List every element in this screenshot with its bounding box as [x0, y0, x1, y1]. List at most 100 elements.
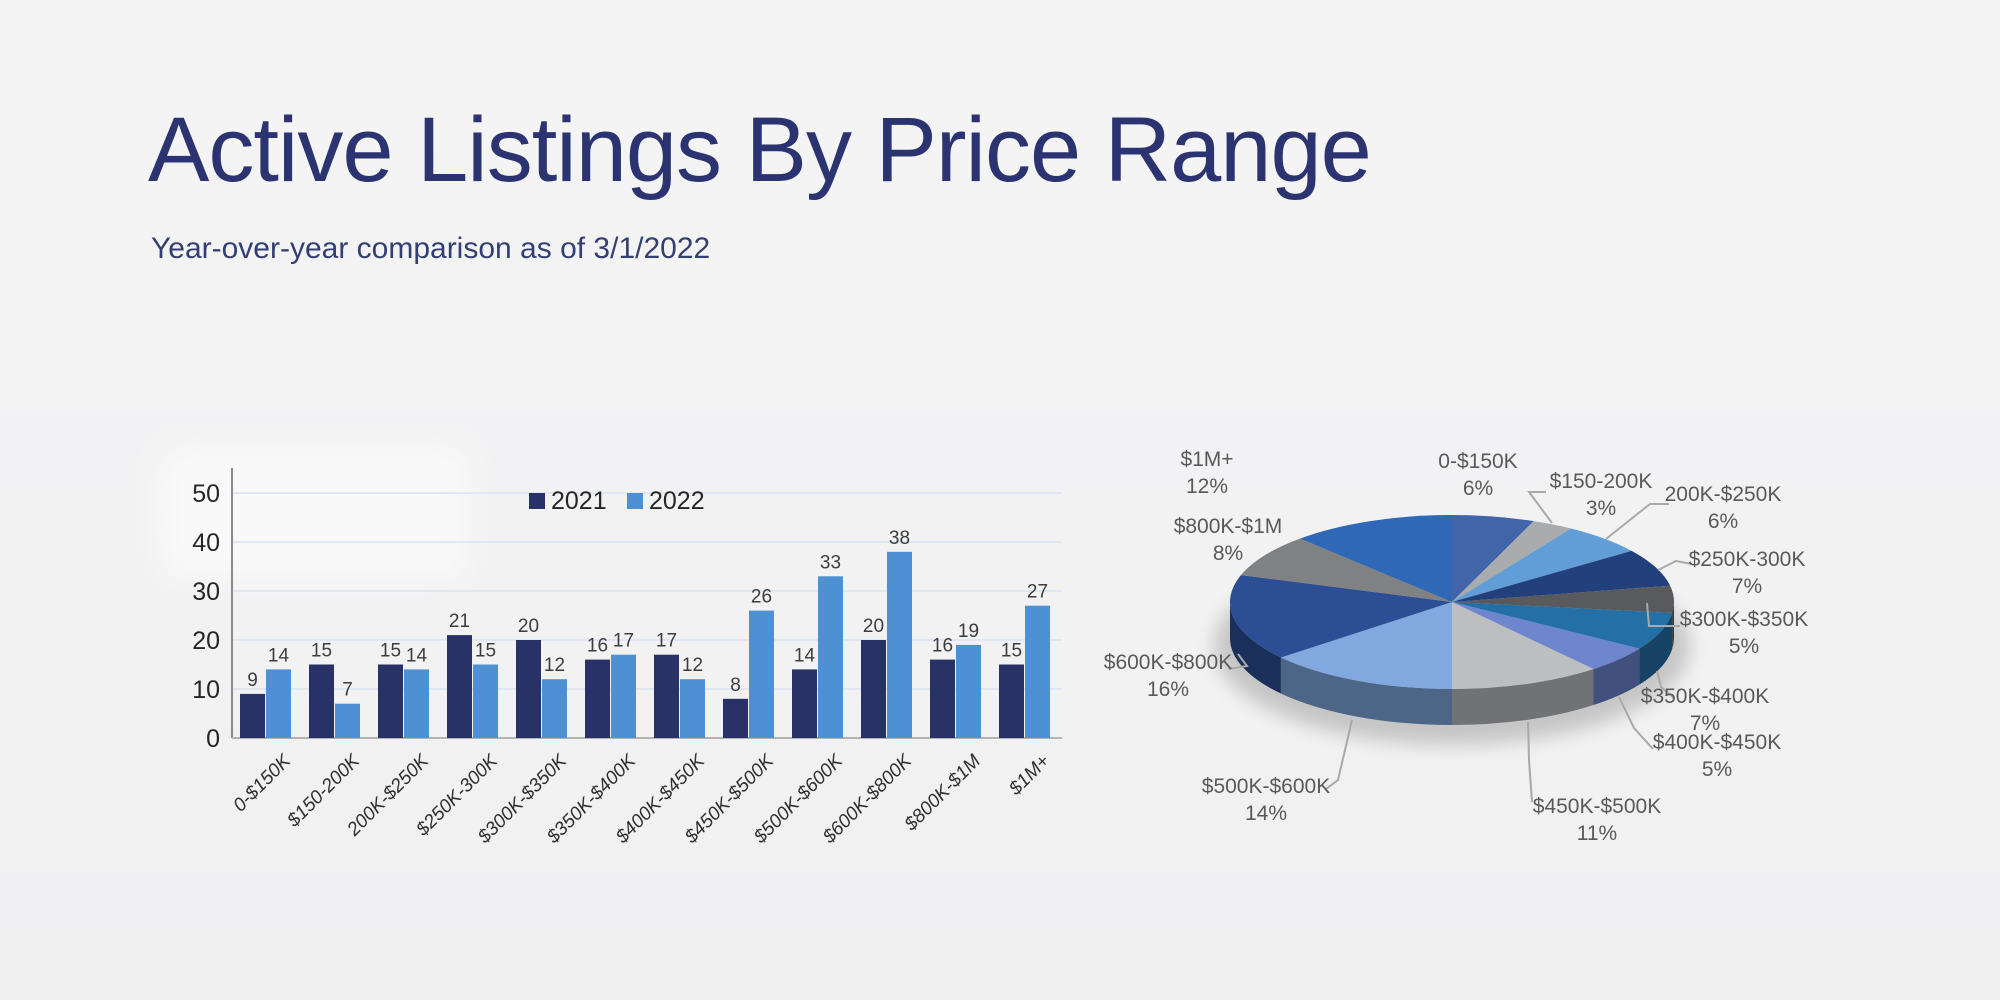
bar-value-label: 16 — [587, 636, 608, 657]
bar-2022-11 — [1025, 605, 1050, 738]
bar-value-label: 17 — [656, 631, 677, 652]
pie-label-percent: 8% — [1213, 542, 1243, 565]
pie-label-name: $800K-$1M — [1174, 515, 1283, 538]
pie-label-8: $500K-$600K 14% — [1202, 775, 1330, 825]
pie-label-name: 0-$150K — [1438, 450, 1517, 473]
pie-label-name: $500K-$600K — [1202, 775, 1330, 798]
pie-label-1: $150-200K 3% — [1550, 470, 1653, 520]
pie-label-0: 0-$150K 6% — [1438, 450, 1517, 500]
bar-2022-1 — [335, 703, 360, 738]
pie-label-11: $1M+ 12% — [1180, 448, 1233, 498]
bar-value-label: 14 — [268, 645, 290, 666]
bar-2022-4 — [542, 679, 567, 738]
bar-value-label: 33 — [820, 552, 841, 573]
pie-label-percent: 11% — [1577, 822, 1617, 845]
bar-2021-4 — [516, 640, 541, 738]
bar-2021-3 — [447, 635, 472, 738]
pie-label-name: $300K-$350K — [1680, 608, 1808, 631]
legend-label-2022: 2022 — [649, 487, 705, 515]
bar-value-label: 12 — [682, 655, 703, 676]
x-tick-label: $1M+ — [1004, 751, 1054, 801]
bar-2021-5 — [585, 659, 610, 738]
pie-label-percent: 5% — [1702, 758, 1732, 781]
bar-2022-2 — [404, 669, 429, 738]
pie-slice-wall-5 — [1639, 612, 1673, 685]
bar-value-label: 14 — [406, 645, 428, 666]
pie-leader-8 — [1325, 719, 1353, 790]
pie-slice-wall-9 — [1230, 602, 1281, 694]
pie-slice-4 — [1452, 585, 1674, 613]
bar-2021-7 — [723, 698, 748, 738]
pie-label-4: $300K-$350K 5% — [1680, 608, 1808, 658]
pie-label-2: 200K-$250K 6% — [1665, 483, 1782, 533]
pie-slice-9 — [1229, 575, 1452, 658]
bar-2021-9 — [861, 640, 886, 738]
pie-label-name: $350K-$400K — [1641, 685, 1769, 708]
bar-value-label: 9 — [247, 670, 258, 691]
pie-slice-2 — [1452, 528, 1632, 602]
y-tick-label: 20 — [192, 627, 220, 655]
pie-label-9: $600K-$800K 16% — [1104, 651, 1232, 701]
y-tick-label: 40 — [192, 529, 220, 557]
bar-value-label: 19 — [958, 621, 979, 642]
bar-value-label: 16 — [932, 636, 953, 657]
pie-leader-9 — [1228, 653, 1249, 670]
bar-2021-8 — [792, 669, 817, 738]
legend-item-2021: 2021 — [529, 487, 607, 515]
pie-slice-wall-8 — [1280, 657, 1452, 725]
pie-label-name: $400K-$450K — [1653, 731, 1781, 754]
bar-2021-1 — [309, 664, 334, 738]
pie-slice-5 — [1452, 602, 1673, 649]
y-tick-label: 50 — [192, 480, 220, 508]
pie-slice-1 — [1452, 521, 1571, 602]
bar-value-label: 20 — [863, 616, 884, 637]
pie-label-name: $450K-$500K — [1533, 795, 1661, 818]
bar-value-label: 38 — [889, 528, 910, 549]
pie-leader-3 — [1657, 559, 1693, 571]
pie-slice-11 — [1300, 515, 1452, 602]
pie-label-percent: 6% — [1708, 510, 1738, 533]
pie-label-percent: 7% — [1732, 575, 1762, 598]
pie-label-name: $250K-300K — [1689, 548, 1806, 571]
bar-value-label: 15 — [380, 641, 401, 662]
pie-label-percent: 16% — [1147, 678, 1189, 701]
pie-slice-7 — [1452, 602, 1594, 689]
bar-2022-10 — [956, 644, 981, 738]
bar-2022-9 — [887, 551, 912, 738]
pie-leader-5 — [1656, 670, 1675, 699]
pie-slice-0 — [1452, 515, 1534, 602]
background-highlight — [162, 450, 467, 578]
pie-slice-wall-7 — [1452, 669, 1594, 725]
pie-label-percent: 3% — [1586, 497, 1616, 520]
pie-leader-7 — [1527, 721, 1533, 803]
pie-slice-wall-6 — [1593, 648, 1640, 705]
legend-swatch-2021 — [529, 493, 545, 509]
pie-leader-4 — [1646, 602, 1680, 627]
page-subtitle: Year-over-year comparison as of 3/1/2022 — [151, 232, 711, 265]
bar-value-label: 8 — [730, 675, 741, 696]
pie-label-name: 200K-$250K — [1665, 483, 1782, 506]
bar-2022-6 — [680, 679, 705, 738]
pie-label-percent: 7% — [1690, 712, 1720, 735]
bar-2022-8 — [818, 576, 843, 738]
bar-value-label: 15 — [311, 641, 332, 662]
bar-2021-0 — [240, 693, 265, 738]
pie-label-percent: 5% — [1729, 635, 1759, 658]
pie-leader-1 — [1527, 491, 1553, 524]
bar-value-label: 26 — [751, 587, 772, 608]
pie-label-name: $150-200K — [1550, 470, 1653, 493]
pie-leader-2 — [1605, 503, 1669, 540]
legend-swatch-2022 — [627, 493, 643, 509]
bar-value-label: 17 — [613, 631, 634, 652]
page-title: Active Listings By Price Range — [148, 99, 1372, 201]
pie-label-7: $450K-$500K 11% — [1533, 795, 1661, 845]
pie-leader-6 — [1618, 696, 1654, 750]
bar-value-label: 20 — [518, 616, 539, 637]
bar-2022-7 — [749, 610, 774, 738]
pie-slice-6 — [1452, 602, 1640, 669]
bar-value-label: 27 — [1027, 582, 1048, 603]
y-tick-label: 30 — [192, 578, 220, 606]
pie-slice-8 — [1280, 602, 1452, 689]
